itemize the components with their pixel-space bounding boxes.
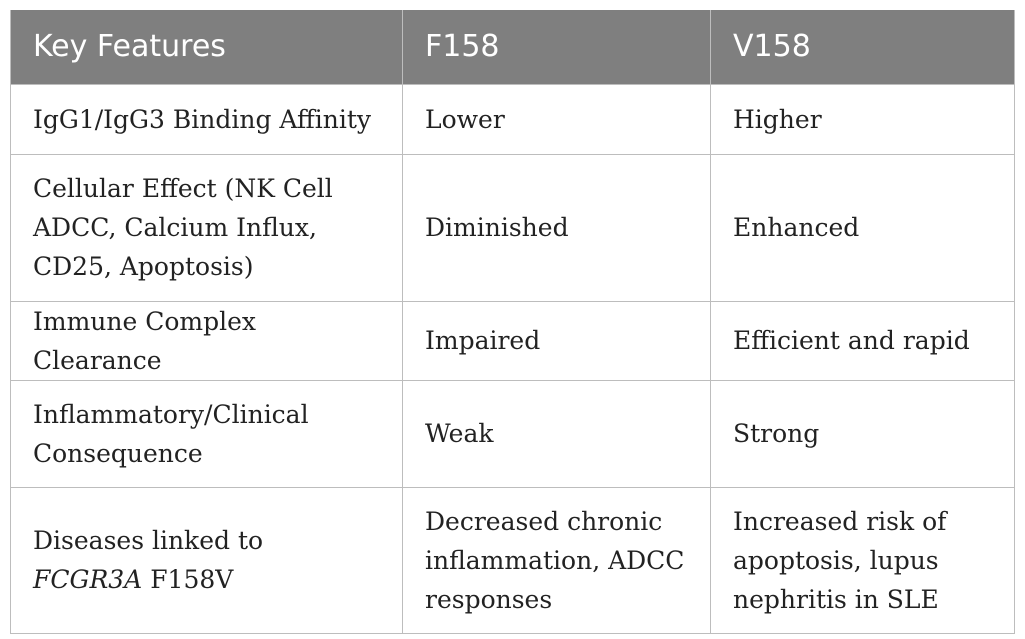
feature-suffix: F158V [150,565,234,594]
feature-cell: Inflammatory/Clinical Consequence [10,379,403,488]
table-row: Cellular Effect (NK Cell ADCC, Calcium I… [10,153,1015,302]
feature-cell: IgG1/IgG3 Binding Affinity [10,83,403,155]
header-key-features: Key Features [10,10,403,84]
feature-cell: Cellular Effect (NK Cell ADCC, Calcium I… [10,153,403,302]
feature-cell: Immune Complex Clearance [10,300,403,381]
feature-cell: Diseases linked to FCGR3A F158V [10,486,403,634]
f158-cell: Diminished [402,153,711,302]
f158-cell: Lower [402,83,711,155]
table-row: IgG1/IgG3 Binding Affinity Lower Higher [10,83,1015,155]
f158-cell: Decreased chronic inflammation, ADCC res… [402,486,711,634]
v158-cell: Increased risk of apoptosis, lupus nephr… [710,486,1015,634]
table-row: Diseases linked to FCGR3A F158V Decreased… [10,486,1015,634]
f158-cell: Impaired [402,300,711,381]
table-header: Key Features F158 V158 [10,10,1015,84]
v158-cell: Efficient and rapid [710,300,1015,381]
table-row: Immune Complex Clearance Impaired Effici… [10,300,1015,381]
gene-name: FCGR3A [33,565,143,594]
feature-prefix: Diseases linked to [33,526,264,555]
f158-cell: Weak [402,379,711,488]
header-v158: V158 [710,10,1015,84]
table-body: IgG1/IgG3 Binding Affinity Lower Higher … [10,83,1015,634]
v158-cell: Higher [710,83,1015,155]
header-row: Key Features F158 V158 [10,10,1015,84]
comparison-table: Key Features F158 V158 IgG1/IgG3 Binding… [10,10,1015,634]
table-row: Inflammatory/Clinical Consequence Weak S… [10,379,1015,488]
v158-cell: Strong [710,379,1015,488]
v158-cell: Enhanced [710,153,1015,302]
header-f158: F158 [402,10,711,84]
